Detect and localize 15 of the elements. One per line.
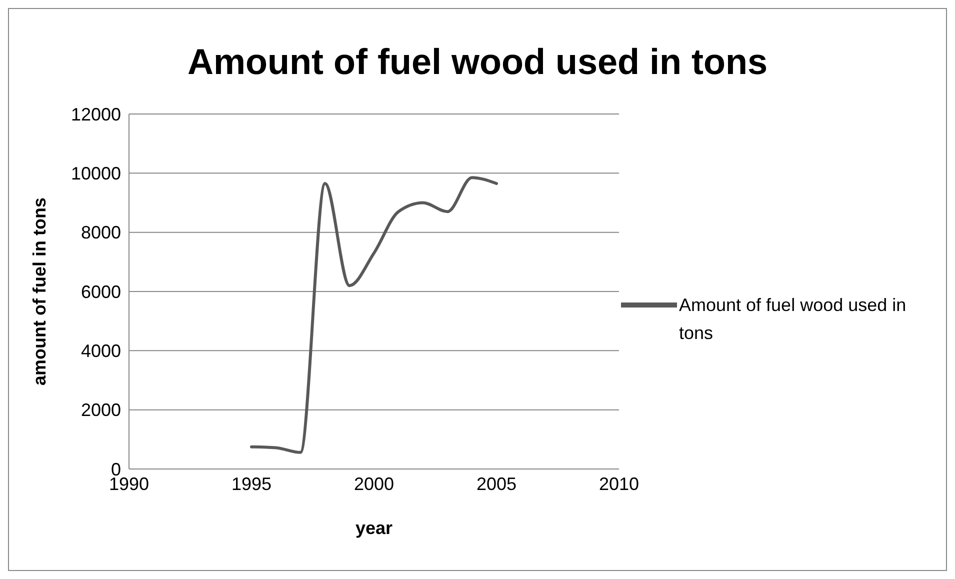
x-tick-label: 2000 [354,474,394,494]
y-tick-label: 12000 [70,104,121,124]
y-tick-label: 2000 [80,400,121,420]
chart-title: Amount of fuel wood used in tons [186,40,768,82]
legend-label: Amount of fuel wood used in tons [679,294,908,345]
y-tick-label: 6000 [80,282,121,302]
y-tick-label: 8000 [80,222,121,243]
x-tick-label: 2005 [476,474,517,494]
x-tick-label: 1995 [231,474,272,494]
line-series [250,176,498,454]
y-tick-label: 4000 [80,341,121,362]
y-tick-label: 10000 [70,164,121,184]
y-axis-title: amount of fuel in tons [29,198,50,386]
x-tick-label: 2010 [598,474,640,494]
x-axis-title: year [355,518,393,538]
